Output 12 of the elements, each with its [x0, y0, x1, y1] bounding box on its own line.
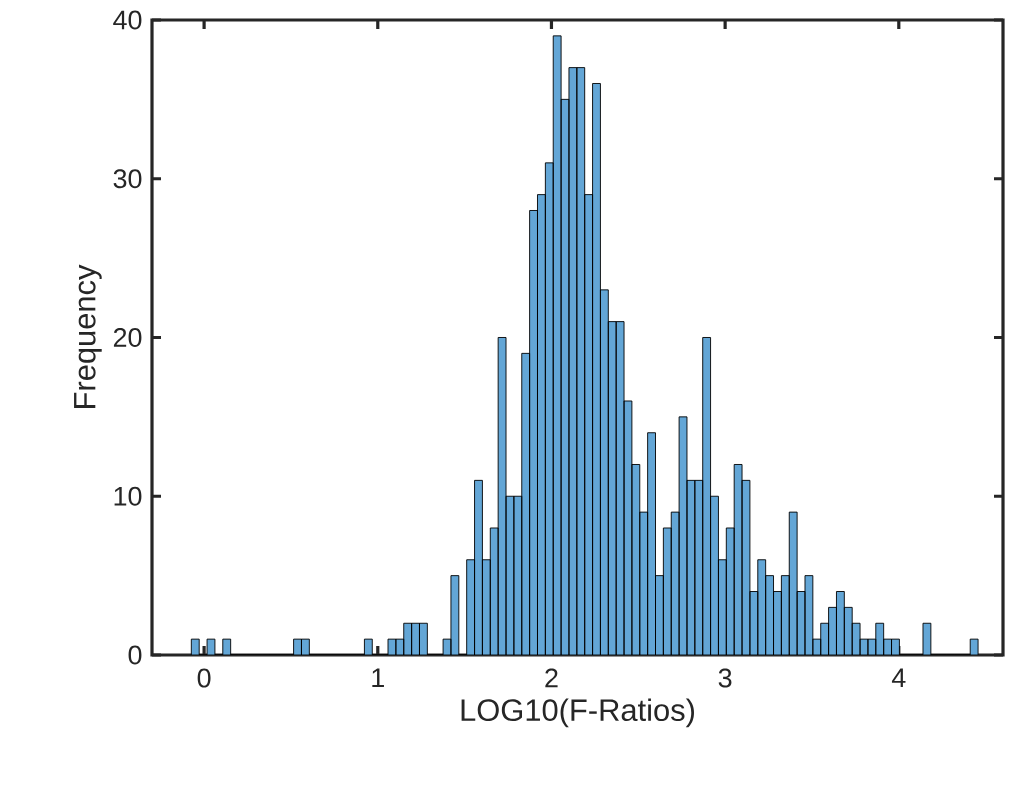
x-tick-label: 1 — [372, 668, 384, 688]
y-tick-label: 20 — [113, 327, 142, 348]
y-tick-label: 30 — [113, 169, 142, 189]
x-tick-label: 0 — [197, 668, 211, 688]
x-tick-label: 4 — [891, 668, 906, 688]
x-tick-label: 2 — [545, 668, 558, 688]
x-axis-title: LOG10(F-Ratios) — [461, 698, 694, 728]
y-axis-title: Frequency — [74, 264, 102, 408]
y-tick-label: 10 — [114, 486, 142, 506]
y-tick-label: 0 — [128, 645, 142, 665]
y-tick-label: 40 — [113, 10, 142, 30]
x-tick-label: 3 — [718, 668, 732, 688]
